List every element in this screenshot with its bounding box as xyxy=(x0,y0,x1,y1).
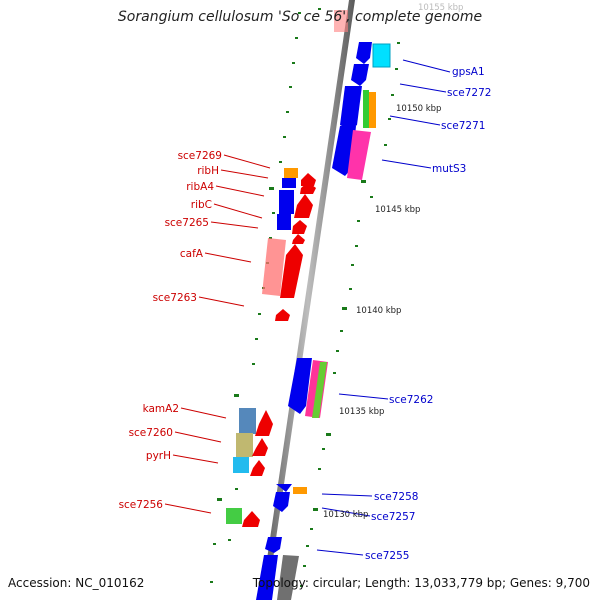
gene-label[interactable]: sce7263 xyxy=(153,292,197,304)
gene-label[interactable]: sce7257 xyxy=(371,511,415,523)
gene-label[interactable]: sce7258 xyxy=(374,491,418,503)
gene-sce7256[interactable] xyxy=(226,508,242,524)
gene-label[interactable]: ribC xyxy=(191,199,212,211)
gene-pyrH[interactable] xyxy=(233,457,249,473)
gene-label[interactable]: pyrH xyxy=(146,450,171,462)
gene-cafA-pink[interactable] xyxy=(262,238,286,296)
gene-sce7255-b[interactable] xyxy=(256,555,278,600)
gene-pyrH-red[interactable] xyxy=(250,460,265,476)
gene-label[interactable]: ribH xyxy=(197,165,219,177)
gene-label[interactable]: sce7260 xyxy=(129,427,173,439)
map-title: Sorangium cellulosum 'So ce 56', complet… xyxy=(117,9,483,25)
gene-ribC-red[interactable] xyxy=(292,220,307,234)
gene-sce7256-red[interactable] xyxy=(242,511,260,527)
gene-mutS3-pink[interactable] xyxy=(347,130,371,180)
gene-ribA4-red[interactable] xyxy=(294,194,313,218)
gene-cafA[interactable] xyxy=(280,244,303,298)
gene-ribC[interactable] xyxy=(277,214,291,230)
tick-label: 10140 kbp xyxy=(356,306,401,316)
gene-sce7271-green[interactable] xyxy=(363,90,369,128)
reverse-gene-labels: sce7269 ribH ribA4 ribC sce7265 cafA sce… xyxy=(119,150,222,511)
gene-kamA2-red[interactable] xyxy=(255,410,273,436)
gene-label[interactable]: sce7271 xyxy=(441,120,485,132)
gene-label[interactable]: sce7256 xyxy=(119,499,164,511)
gene-label[interactable]: sce7272 xyxy=(447,87,491,99)
gene-label[interactable]: gpsA1 xyxy=(452,66,485,78)
gene-ribA4[interactable] xyxy=(279,190,294,214)
forward-genes xyxy=(256,10,391,600)
gene-sce7272[interactable] xyxy=(351,64,369,86)
gene-ribH[interactable] xyxy=(282,178,296,188)
gene-label[interactable]: sce7255 xyxy=(365,550,409,562)
gene-kamA2[interactable] xyxy=(239,408,256,434)
gene-sce7265[interactable] xyxy=(292,234,305,244)
reverse-genes xyxy=(226,168,316,527)
genome-backbone xyxy=(261,0,355,600)
gene-label[interactable]: mutS3 xyxy=(432,163,466,175)
tick-label: 10145 kbp xyxy=(375,205,420,215)
gene-gpsA1[interactable] xyxy=(356,42,372,64)
gene-label[interactable]: sce7269 xyxy=(178,150,222,162)
gene-sce7260-red[interactable] xyxy=(252,438,268,456)
gene-label[interactable]: cafA xyxy=(180,248,204,260)
gene-feature[interactable] xyxy=(334,10,348,32)
reverse-leader-lines xyxy=(164,154,271,514)
gene-label[interactable]: kamA2 xyxy=(143,403,179,415)
tick-label: 10150 kbp xyxy=(396,104,441,114)
gene-sce7262[interactable] xyxy=(288,358,312,414)
gene-sce7272-cyan[interactable] xyxy=(372,43,391,68)
forward-gene-labels: gpsA1 sce7272 sce7271 mutS3 sce7262 sce7… xyxy=(365,66,491,562)
gene-sce7269[interactable] xyxy=(284,168,298,178)
gene-sce7269-red[interactable] xyxy=(301,173,316,186)
forward-leader-lines xyxy=(316,59,451,556)
gene-label[interactable]: ribA4 xyxy=(186,181,214,193)
gene-ribH-red[interactable] xyxy=(300,182,316,194)
tick-label: 10130 kbp xyxy=(323,510,368,520)
gene-sce7258-orange[interactable] xyxy=(293,487,307,494)
tick-label: 10155 kbp xyxy=(418,3,463,13)
gene-sce7271-orange[interactable] xyxy=(369,92,376,128)
gene-label[interactable]: sce7265 xyxy=(165,217,209,229)
gene-sce7271[interactable] xyxy=(340,86,362,130)
tick-labels: 10155 kbp 10150 kbp 10145 kbp 10140 kbp … xyxy=(323,3,463,520)
accession-text: Accession: NC_010162 xyxy=(8,576,145,590)
outer-tick-marks xyxy=(300,8,400,587)
gene-sce7255-grey[interactable] xyxy=(277,555,299,600)
gene-sce7257[interactable] xyxy=(273,492,290,512)
tick-label: 10135 kbp xyxy=(339,407,384,417)
topology-text: Topology: circular; Length: 13,033,779 b… xyxy=(252,576,590,590)
gene-label[interactable]: sce7262 xyxy=(389,394,433,406)
gene-sce7255[interactable] xyxy=(265,537,282,553)
gene-sce7262-green[interactable] xyxy=(312,362,327,418)
gene-sce7258[interactable] xyxy=(276,484,292,492)
gene-sce7263[interactable] xyxy=(275,309,290,321)
gene-sce7260[interactable] xyxy=(236,433,253,457)
